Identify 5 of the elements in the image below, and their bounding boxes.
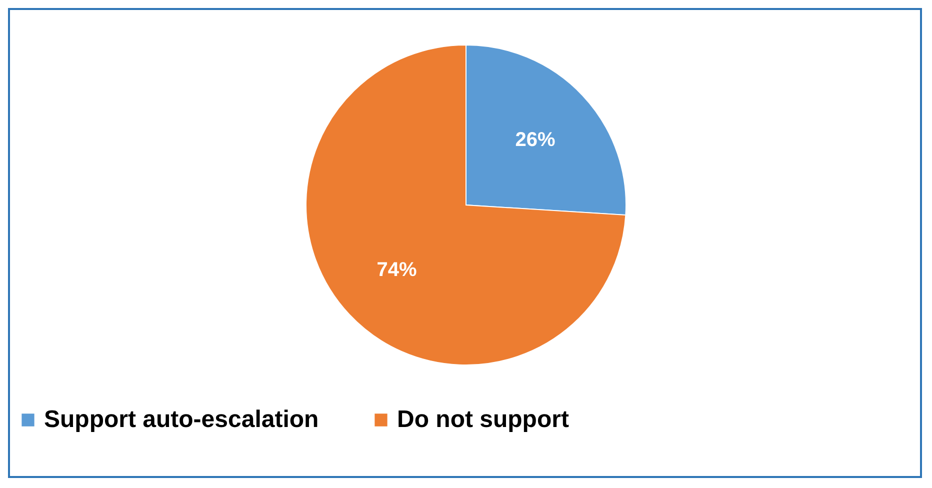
legend-label: Do not support: [397, 406, 569, 433]
legend-label: Support auto-escalation: [44, 406, 319, 433]
data-label: 74%: [376, 259, 417, 282]
data-label: 26%: [515, 128, 556, 151]
pie-slice: [306, 44, 626, 366]
